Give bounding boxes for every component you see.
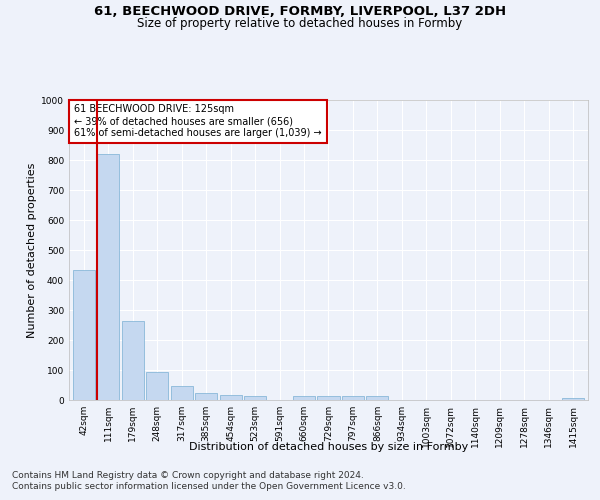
Bar — [122, 320, 143, 400]
Text: 61 BEECHWOOD DRIVE: 125sqm
← 39% of detached houses are smaller (656)
61% of sem: 61 BEECHWOOD DRIVE: 125sqm ← 39% of deta… — [74, 104, 322, 138]
Bar — [170, 386, 193, 400]
Bar — [562, 398, 584, 400]
Bar — [244, 396, 266, 400]
Text: Size of property relative to detached houses in Formby: Size of property relative to detached ho… — [137, 17, 463, 30]
Y-axis label: Number of detached properties: Number of detached properties — [27, 162, 37, 338]
Text: 61, BEECHWOOD DRIVE, FORMBY, LIVERPOOL, L37 2DH: 61, BEECHWOOD DRIVE, FORMBY, LIVERPOOL, … — [94, 5, 506, 18]
Bar — [220, 395, 242, 400]
Bar — [73, 270, 95, 400]
Text: Contains public sector information licensed under the Open Government Licence v3: Contains public sector information licen… — [12, 482, 406, 491]
Text: Contains HM Land Registry data © Crown copyright and database right 2024.: Contains HM Land Registry data © Crown c… — [12, 471, 364, 480]
Bar — [317, 396, 340, 400]
Text: Distribution of detached houses by size in Formby: Distribution of detached houses by size … — [189, 442, 469, 452]
Bar — [146, 372, 168, 400]
Bar — [293, 396, 315, 400]
Bar — [97, 154, 119, 400]
Bar — [367, 396, 388, 400]
Bar — [195, 394, 217, 400]
Bar — [342, 396, 364, 400]
